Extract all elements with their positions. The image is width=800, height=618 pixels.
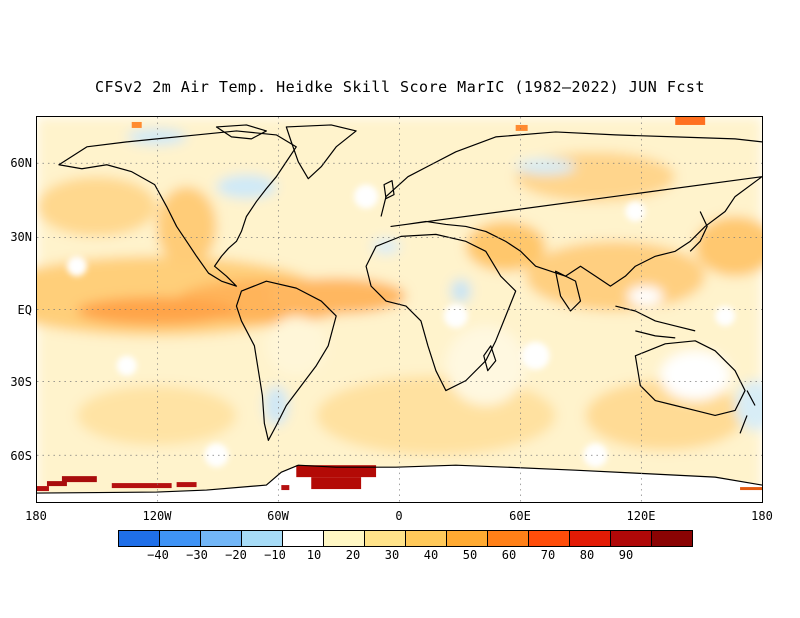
- colorbar-label: 30: [384, 548, 400, 562]
- japan-outline: [689, 211, 708, 252]
- colorbar-label: −30: [186, 548, 208, 562]
- colorbar-label: 20: [345, 548, 361, 562]
- lat-tick-eq: EQ: [17, 303, 32, 317]
- colorbar-box: [159, 530, 201, 547]
- colorbar-label: −40: [147, 548, 169, 562]
- colorbar-box: [323, 530, 365, 547]
- colorbar-label: 80: [579, 548, 595, 562]
- colorbar-label: 60: [501, 548, 517, 562]
- coastlines: [37, 124, 762, 494]
- colorbar-box: [118, 530, 160, 547]
- map-title: CFSv2 2m Air Temp. Heidke Skill Score Ma…: [95, 78, 705, 96]
- lon-tick-120w: 120W: [142, 509, 172, 523]
- antarctica-outline: [37, 464, 762, 494]
- lon-tick-60w: 60W: [267, 509, 289, 523]
- colorbar-box: [528, 530, 570, 547]
- colorbar-box: [487, 530, 529, 547]
- south-america-outline: [235, 280, 337, 441]
- arctic-islands-outline: [215, 124, 267, 140]
- colorbar-box: [446, 530, 488, 547]
- graticule: [37, 117, 762, 502]
- new-zealand-outline: [739, 390, 756, 434]
- lat-tick-60n: 60N: [10, 156, 32, 170]
- colorbar-label: 50: [462, 548, 478, 562]
- colorbar: [118, 530, 693, 547]
- colorbar-box: [241, 530, 283, 547]
- lon-tick-180e: 180: [751, 509, 773, 523]
- eurasia-outline: [380, 131, 762, 287]
- greenland-outline: [285, 124, 357, 180]
- uk-outline: [383, 180, 395, 200]
- colorbar-box: [569, 530, 611, 547]
- lat-tick-30n: 30N: [10, 230, 32, 244]
- colorbar-label: −20: [225, 548, 247, 562]
- colorbar-label: −10: [264, 548, 286, 562]
- lat-tick-30s: 30S: [10, 375, 32, 389]
- australia-outline: [634, 340, 746, 417]
- colorbar-box: [651, 530, 693, 547]
- lon-tick-120e: 120E: [626, 509, 656, 523]
- lon-tick-0: 0: [395, 509, 403, 523]
- africa-outline: [365, 233, 517, 392]
- colorbar-box: [282, 530, 324, 547]
- maritime-asia-outline: [615, 305, 696, 339]
- skill-score-map: [37, 117, 762, 502]
- india-outline: [554, 270, 582, 312]
- north-america-outline: [58, 130, 297, 287]
- colorbar-label: 10: [306, 548, 322, 562]
- colorbar-box: [610, 530, 652, 547]
- colorbar-box: [405, 530, 447, 547]
- colorbar-box: [200, 530, 242, 547]
- madagascar-outline: [483, 345, 497, 372]
- lon-tick-180w: 180: [25, 509, 47, 523]
- map-frame: [36, 116, 763, 503]
- high-skill-patches: [37, 117, 762, 492]
- lat-tick-60s: 60S: [10, 449, 32, 463]
- colorbar-label: 40: [423, 548, 439, 562]
- colorbar-label: 90: [618, 548, 634, 562]
- colorbar-box: [364, 530, 406, 547]
- skill-speckle: [66, 184, 736, 468]
- colorbar-label: 70: [540, 548, 556, 562]
- lon-tick-60e: 60E: [509, 509, 531, 523]
